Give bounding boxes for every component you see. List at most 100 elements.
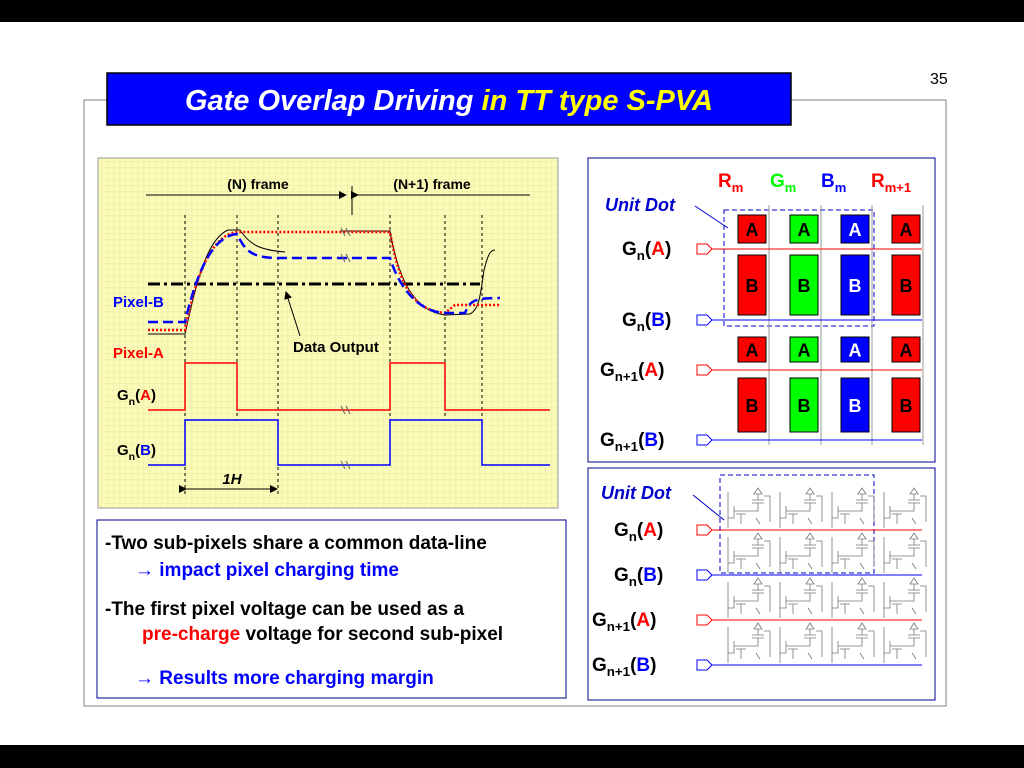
pixel-cell [789, 336, 819, 363]
unit-dot-box [723, 209, 875, 327]
gate-signal: B [644, 430, 658, 451]
cell-label: B [900, 396, 913, 416]
gate-paren: ) [650, 655, 656, 676]
gate-connector [696, 614, 713, 626]
column-base: R [718, 171, 732, 192]
pixel-b-label: Pixel-B [113, 294, 164, 311]
gate-label: Gn+1(B) [592, 655, 656, 679]
note-line: → impact pixel charging time [135, 560, 399, 581]
tft-icon [727, 622, 771, 663]
title-main: Gate Overlap Driving [185, 85, 474, 117]
gate-sub: n+1 [615, 439, 639, 454]
pixel-cell [840, 254, 870, 316]
gate-sub: n [637, 319, 645, 334]
tft-icon [727, 577, 771, 618]
tft-cell [883, 532, 927, 573]
gate-label: Gn+1(A) [592, 610, 656, 634]
gate-signal: B [651, 310, 665, 331]
cell-label: B [746, 396, 759, 416]
unit-dot-pointer [694, 205, 729, 229]
gate-paren: ( [637, 565, 644, 586]
gate-connector [696, 314, 713, 326]
column-sub: m [835, 180, 847, 195]
pixel-cell [737, 214, 767, 244]
unit-dot-box [719, 474, 875, 574]
pixel-cell [891, 254, 921, 316]
gate-paren: ( [135, 442, 140, 459]
gate-sub: n [129, 396, 135, 408]
tft-icon [779, 577, 823, 618]
cell-label: A [849, 341, 862, 361]
gate-b-waveform [148, 419, 550, 466]
gate-paren: ( [630, 610, 637, 631]
note-line: -Two sub-pixels share a common data-line [105, 533, 487, 554]
cell-label: A [798, 341, 811, 361]
data-output-arrow [284, 291, 301, 337]
gate-base: G [622, 310, 637, 331]
tft-cell [727, 577, 771, 618]
gate-base: G [117, 442, 129, 459]
gate-sub: n+1 [607, 664, 631, 679]
pixel-cell [891, 214, 921, 244]
cell-label: B [849, 276, 862, 296]
cell-label: B [798, 276, 811, 296]
tft-icon [779, 622, 823, 663]
gate-label: Gn(A) [117, 387, 156, 408]
gate-paren: ( [638, 430, 645, 451]
note-highlight: pre-charge [142, 624, 240, 645]
tft-icon [831, 577, 875, 618]
gate-connector [696, 434, 713, 446]
gate-connector [696, 243, 713, 255]
tft-icon [831, 622, 875, 663]
cell-label: A [900, 220, 913, 240]
gate-signal: A [140, 387, 151, 404]
gate-signal: A [644, 360, 658, 381]
pixel-cell [789, 214, 819, 244]
pixel-cell [737, 377, 767, 433]
gate-label: Gn(B) [622, 310, 671, 334]
note-line: -The first pixel voltage can be used as … [105, 599, 464, 620]
cell-label: A [849, 220, 862, 240]
period-label: 1H [222, 471, 242, 488]
cell-label: A [746, 341, 759, 361]
gate-paren: ) [665, 239, 671, 260]
pixel-cell [891, 336, 921, 363]
tft-cell [883, 622, 927, 663]
gate-paren: ( [638, 360, 645, 381]
gate-paren: ( [637, 520, 644, 541]
gate-paren: ) [650, 610, 656, 631]
gate-paren: ) [658, 430, 664, 451]
title-box [106, 72, 792, 126]
pixel-cell [840, 214, 870, 244]
column-base: R [871, 171, 885, 192]
gate-signal: A [636, 610, 650, 631]
gate-base: G [592, 610, 607, 631]
gate-label: Gn(A) [614, 520, 663, 544]
gate-paren: ) [151, 387, 156, 404]
gate-base: G [117, 387, 129, 404]
gate-sub: n [637, 248, 645, 263]
gate-base: G [614, 520, 629, 541]
unit-dot-pointer [692, 494, 725, 521]
column-header: Rm+1 [871, 171, 911, 195]
frame-label: (N+1) frame [393, 176, 471, 192]
tft-cell [831, 622, 875, 663]
cell-label: B [798, 396, 811, 416]
break-marks [340, 227, 351, 470]
tft-cell [831, 577, 875, 618]
column-base: B [821, 171, 835, 192]
data-output-label: Data Output [293, 339, 379, 356]
pixel-cell [789, 377, 819, 433]
title: Gate Overlap Driving in TT type S-PVA [185, 85, 713, 117]
gate-paren: ) [665, 310, 671, 331]
gate-base: G [592, 655, 607, 676]
gate-base: G [622, 239, 637, 260]
pixel-cell [840, 377, 870, 433]
gate-connector [696, 524, 713, 536]
gate-label: Gn+1(A) [600, 360, 664, 384]
pixel-cell [891, 377, 921, 433]
column-sub: m [785, 180, 797, 195]
page-number: 35 [930, 71, 948, 88]
tft-icon [779, 532, 823, 573]
